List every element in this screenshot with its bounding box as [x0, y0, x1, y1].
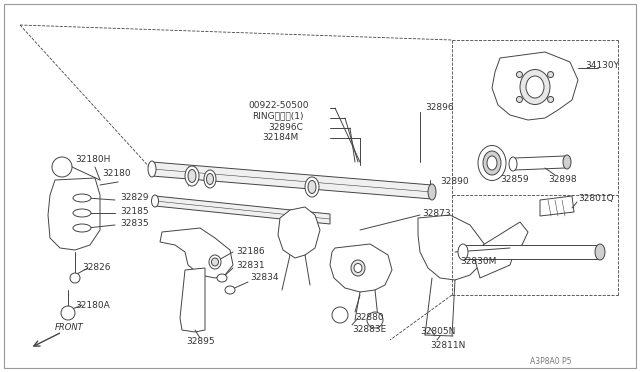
- Ellipse shape: [595, 244, 605, 260]
- Text: 32185: 32185: [120, 206, 148, 215]
- Polygon shape: [152, 162, 432, 199]
- Circle shape: [332, 307, 348, 323]
- Ellipse shape: [188, 170, 196, 183]
- Ellipse shape: [152, 195, 159, 207]
- Ellipse shape: [354, 263, 362, 273]
- Text: RINGリング(1): RINGリング(1): [252, 112, 303, 121]
- Text: 32873: 32873: [422, 208, 451, 218]
- Text: 32180H: 32180H: [75, 154, 110, 164]
- Text: 32859: 32859: [500, 176, 529, 185]
- Text: A3P8A0 P5: A3P8A0 P5: [530, 357, 572, 366]
- Polygon shape: [463, 245, 600, 259]
- Polygon shape: [475, 240, 515, 278]
- Circle shape: [516, 96, 522, 102]
- Circle shape: [52, 157, 72, 177]
- Ellipse shape: [217, 274, 227, 282]
- Text: 32830M: 32830M: [460, 257, 497, 266]
- Text: 32186: 32186: [236, 247, 264, 257]
- Polygon shape: [330, 244, 392, 292]
- Polygon shape: [160, 228, 233, 278]
- Polygon shape: [155, 196, 330, 224]
- Ellipse shape: [73, 224, 91, 232]
- Polygon shape: [540, 196, 574, 216]
- Text: 32890: 32890: [440, 177, 468, 186]
- Ellipse shape: [563, 155, 571, 169]
- Text: 32896C: 32896C: [268, 122, 303, 131]
- Text: 32895: 32895: [186, 337, 214, 346]
- Text: 32898: 32898: [548, 176, 577, 185]
- Circle shape: [61, 306, 75, 320]
- Ellipse shape: [478, 145, 506, 180]
- Text: 32811N: 32811N: [430, 340, 465, 350]
- Ellipse shape: [73, 209, 91, 217]
- Ellipse shape: [520, 70, 550, 105]
- Text: 32831: 32831: [236, 260, 264, 269]
- Ellipse shape: [308, 180, 316, 193]
- Circle shape: [548, 71, 554, 77]
- Circle shape: [516, 71, 522, 77]
- Ellipse shape: [526, 76, 544, 98]
- Polygon shape: [483, 222, 528, 260]
- Ellipse shape: [305, 177, 319, 197]
- Text: 32896: 32896: [425, 103, 454, 112]
- Text: FRONT: FRONT: [55, 324, 84, 333]
- Ellipse shape: [209, 255, 221, 269]
- Ellipse shape: [487, 156, 497, 170]
- Ellipse shape: [185, 166, 199, 186]
- Polygon shape: [48, 178, 100, 250]
- Ellipse shape: [428, 184, 436, 200]
- Ellipse shape: [351, 260, 365, 276]
- Text: 32184M: 32184M: [262, 134, 298, 142]
- Ellipse shape: [73, 194, 91, 202]
- Polygon shape: [492, 52, 578, 120]
- Text: 32805N: 32805N: [420, 327, 456, 337]
- Ellipse shape: [509, 157, 517, 171]
- Ellipse shape: [458, 244, 468, 260]
- Ellipse shape: [211, 258, 218, 266]
- Polygon shape: [180, 268, 205, 332]
- Ellipse shape: [225, 286, 235, 294]
- Polygon shape: [515, 156, 565, 170]
- Text: 32835: 32835: [120, 219, 148, 228]
- Circle shape: [548, 96, 554, 102]
- Polygon shape: [418, 215, 485, 280]
- Text: 32829: 32829: [120, 193, 148, 202]
- Ellipse shape: [148, 161, 156, 177]
- Ellipse shape: [207, 173, 214, 185]
- Ellipse shape: [204, 170, 216, 188]
- Text: 32826: 32826: [82, 263, 111, 273]
- Text: 32180: 32180: [102, 169, 131, 177]
- Text: 32801Q: 32801Q: [578, 193, 614, 202]
- Circle shape: [367, 312, 383, 328]
- Text: 34130Y: 34130Y: [585, 61, 619, 71]
- Text: 32880: 32880: [355, 314, 383, 323]
- Polygon shape: [278, 207, 320, 258]
- Circle shape: [70, 273, 80, 283]
- Text: 00922-50500: 00922-50500: [248, 100, 308, 109]
- Text: 32834: 32834: [250, 273, 278, 282]
- Ellipse shape: [483, 151, 501, 175]
- Text: 32883E: 32883E: [352, 326, 387, 334]
- Text: 32180A: 32180A: [75, 301, 109, 310]
